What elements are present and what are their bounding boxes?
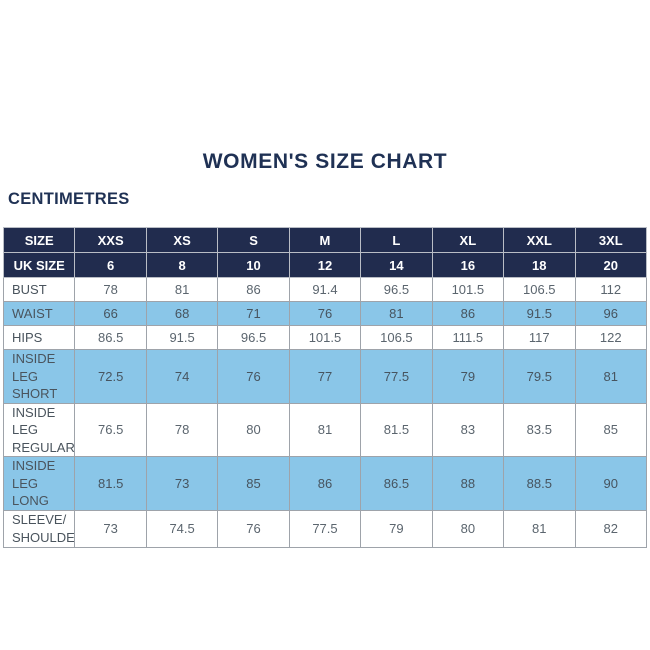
measurement-cell: 71 <box>217 301 290 326</box>
column-header-xl: XL <box>431 227 505 253</box>
measurement-cell: 76 <box>217 349 290 404</box>
measurement-cell: 82 <box>574 509 647 548</box>
measurement-cell: 122 <box>574 325 647 350</box>
table-row-sleeve-shoulder: SLEEVE/ SHOULDER 73 74.5 76 77.5 79 80 8… <box>2 509 647 548</box>
measurement-cell: 81 <box>360 301 433 326</box>
measurement-cell: 91.4 <box>288 277 362 302</box>
row-label-bust: BUST <box>2 277 76 302</box>
measurement-cell: 77.5 <box>288 509 362 548</box>
measurement-cell: 76 <box>288 301 362 326</box>
measurement-cell: 88.5 <box>503 456 576 511</box>
uk-size-cell: 16 <box>431 252 505 278</box>
uk-size-cell: 18 <box>503 252 576 278</box>
measurement-cell: 112 <box>574 277 647 302</box>
row-label-waist: WAIST <box>2 301 76 326</box>
measurement-cell: 74 <box>145 349 219 404</box>
column-header-3xl: 3XL <box>574 227 647 253</box>
measurement-cell: 78 <box>145 402 219 458</box>
uk-size-cell: 10 <box>217 252 290 278</box>
measurement-cell: 81 <box>574 349 647 404</box>
table-row-size-header: SIZE XXS XS S M L XL XXL 3XL <box>2 227 647 253</box>
row-label-inside-leg-short: INSIDE LEG SHORT <box>2 349 76 404</box>
column-header-xs: XS <box>145 227 219 253</box>
measurement-cell: 72.5 <box>74 349 147 404</box>
measurement-cell: 73 <box>145 456 219 511</box>
measurement-cell: 79.5 <box>503 349 576 404</box>
measurement-cell: 66 <box>74 301 147 326</box>
table-row-waist: WAIST 66 68 71 76 81 86 91.5 96 <box>2 301 647 326</box>
row-label-sleeve-shoulder: SLEEVE/ SHOULDER <box>2 509 76 548</box>
page-title: WOMEN'S SIZE CHART <box>202 150 448 173</box>
measurement-cell: 106.5 <box>360 325 433 350</box>
measurement-cell: 81 <box>503 509 576 548</box>
measurement-cell: 85 <box>217 456 290 511</box>
measurement-cell: 79 <box>431 349 505 404</box>
row-label-inside-leg-long: INSIDE LEG LONG <box>2 456 76 511</box>
column-header-s: S <box>217 227 290 253</box>
measurement-cell: 74.5 <box>145 509 219 548</box>
measurement-cell: 81.5 <box>74 456 147 511</box>
measurement-cell: 101.5 <box>431 277 505 302</box>
measurement-cell: 86 <box>431 301 505 326</box>
measurement-cell: 96 <box>574 301 647 326</box>
measurement-cell: 96.5 <box>360 277 433 302</box>
table-row-hips: HIPS 86.5 91.5 96.5 101.5 106.5 111.5 11… <box>2 325 647 350</box>
measurement-cell: 81 <box>145 277 219 302</box>
table-row-inside-leg-long: INSIDE LEG LONG 81.5 73 85 86 86.5 88 88… <box>2 456 647 511</box>
column-header-xxs: XXS <box>74 227 147 253</box>
measurement-cell: 90 <box>574 456 647 511</box>
row-label-hips: HIPS <box>2 325 76 350</box>
uk-size-cell: 6 <box>74 252 147 278</box>
measurement-cell: 76 <box>217 509 290 548</box>
uk-size-cell: 20 <box>574 252 647 278</box>
measurement-cell: 86.5 <box>360 456 433 511</box>
column-header-m: M <box>288 227 362 253</box>
measurement-cell: 81.5 <box>360 402 433 458</box>
measurement-cell: 79 <box>360 509 433 548</box>
uk-size-cell: 14 <box>360 252 433 278</box>
measurement-cell: 86 <box>217 277 290 302</box>
row-label-uk-size: UK SIZE <box>2 252 76 278</box>
measurement-cell: 88 <box>431 456 505 511</box>
measurement-cell: 101.5 <box>288 325 362 350</box>
measurement-cell: 111.5 <box>431 325 505 350</box>
measurement-cell: 77 <box>288 349 362 404</box>
column-header-size: SIZE <box>2 227 76 253</box>
measurement-cell: 77.5 <box>360 349 433 404</box>
column-header-xxl: XXL <box>503 227 576 253</box>
measurement-cell: 106.5 <box>503 277 576 302</box>
measurement-cell: 73 <box>74 509 147 548</box>
measurement-cell: 117 <box>503 325 576 350</box>
measurement-cell: 86 <box>288 456 362 511</box>
measurement-cell: 80 <box>431 509 505 548</box>
table-row-bust: BUST 78 81 86 91.4 96.5 101.5 106.5 112 <box>2 277 647 302</box>
table-row-uk-size: UK SIZE 6 8 10 12 14 16 18 20 <box>2 252 647 278</box>
measurement-cell: 81 <box>288 402 362 458</box>
units-heading: CENTIMETRES <box>8 190 130 208</box>
column-header-l: L <box>360 227 433 253</box>
measurement-cell: 68 <box>145 301 219 326</box>
measurement-cell: 85 <box>574 402 647 458</box>
size-chart-table: SIZE XXS XS S M L XL XXL 3XL UK SIZE 6 8… <box>2 227 647 548</box>
uk-size-cell: 8 <box>145 252 219 278</box>
measurement-cell: 86.5 <box>74 325 147 350</box>
uk-size-cell: 12 <box>288 252 362 278</box>
measurement-cell: 83.5 <box>503 402 576 458</box>
measurement-cell: 96.5 <box>217 325 290 350</box>
table-row-inside-leg-regular: INSIDE LEG REGULAR 76.5 78 80 81 81.5 83… <box>2 402 647 458</box>
measurement-cell: 91.5 <box>503 301 576 326</box>
measurement-cell: 80 <box>217 402 290 458</box>
measurement-cell: 78 <box>74 277 147 302</box>
measurement-cell: 91.5 <box>145 325 219 350</box>
table-row-inside-leg-short: INSIDE LEG SHORT 72.5 74 76 77 77.5 79 7… <box>2 349 647 404</box>
row-label-inside-leg-regular: INSIDE LEG REGULAR <box>2 402 76 458</box>
measurement-cell: 83 <box>431 402 505 458</box>
measurement-cell: 76.5 <box>74 402 147 458</box>
